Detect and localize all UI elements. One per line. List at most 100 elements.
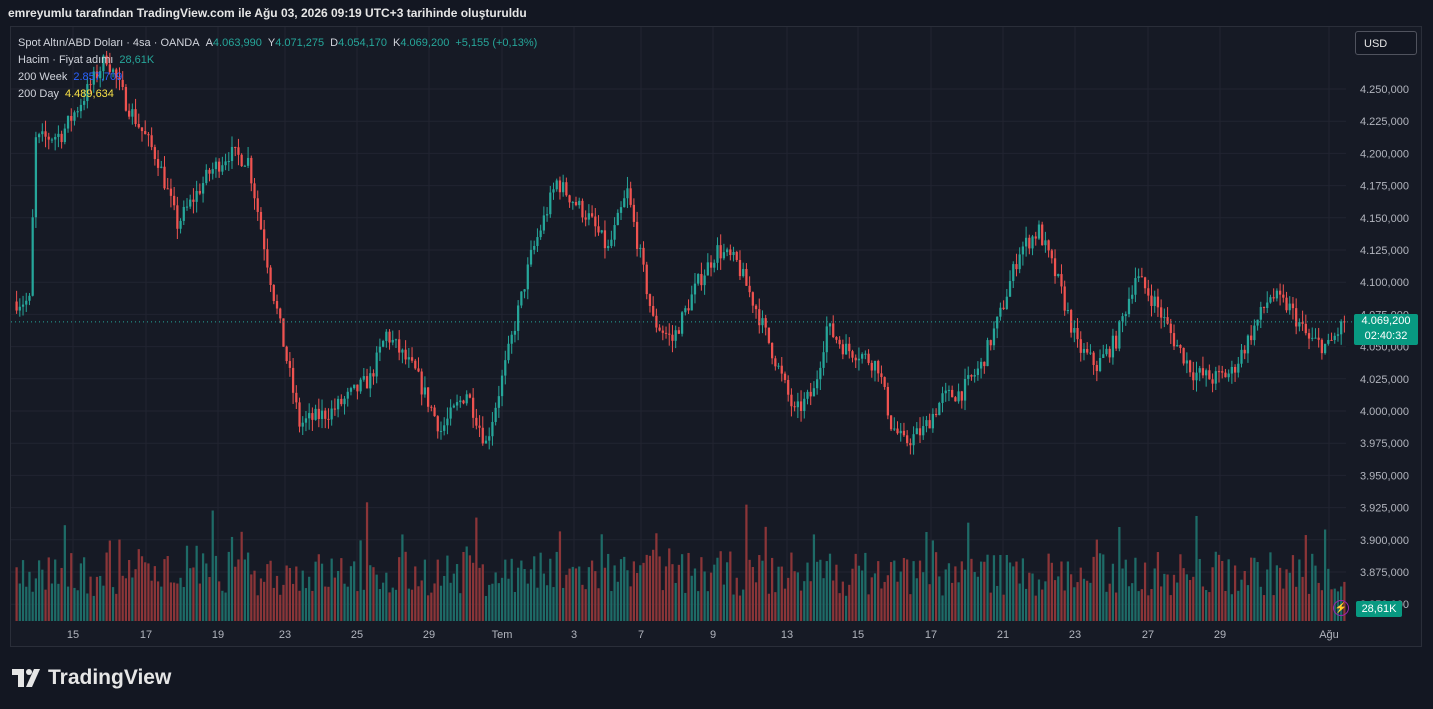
candle-body [507, 343, 510, 361]
currency-button[interactable]: USD [1355, 31, 1417, 55]
volume-bar [163, 559, 166, 621]
candle-body [86, 84, 89, 102]
candle-body [333, 408, 337, 410]
volume-bar [510, 558, 513, 621]
volume-bar [272, 587, 275, 621]
volume-bar [340, 558, 343, 621]
volume-row[interactable]: Hacim · Fiyat adımı 28,61K [18, 52, 537, 69]
candle-body [1063, 286, 1066, 311]
time-tick-label: 27 [1142, 629, 1154, 641]
volume-bar [201, 553, 205, 621]
candle-body [34, 137, 38, 218]
volume-bar [221, 590, 224, 621]
candle-body [266, 249, 269, 268]
volume-bar [275, 575, 279, 621]
candle-body [263, 229, 266, 250]
candle-body [626, 188, 629, 199]
candle-body [1111, 335, 1115, 358]
volume-bar [545, 585, 549, 621]
chart-frame[interactable] [10, 26, 1422, 647]
volume-bar [883, 581, 886, 621]
candle-body [327, 418, 330, 420]
volume-bar [346, 586, 349, 621]
lightning-icon[interactable]: ⚡ [1333, 600, 1349, 616]
candle-body [1102, 354, 1105, 358]
candle-body [214, 161, 218, 170]
volume-bar [1118, 527, 1121, 621]
candle-body [1044, 240, 1047, 246]
candle-body [883, 377, 886, 387]
volume-bar [867, 594, 870, 621]
candle-body [1217, 371, 1221, 373]
candle-body [1066, 309, 1070, 311]
candle-body [835, 337, 838, 340]
volume-bar [95, 576, 99, 621]
candle-body [745, 268, 748, 286]
volume-bar [285, 565, 288, 621]
candle-body [709, 262, 713, 268]
chart-caption: emreyumlu tarafından TradingView.com ile… [8, 6, 527, 20]
candle-body [816, 379, 819, 389]
volume-bar [706, 591, 709, 621]
candle-body [166, 188, 169, 190]
candle-body [510, 334, 513, 344]
volume-bar [426, 595, 430, 621]
candle-body [793, 406, 796, 408]
candle-body [1172, 333, 1176, 347]
candle-body [15, 301, 18, 311]
candle-body [764, 318, 767, 328]
candle-body [944, 390, 947, 394]
candle-body [54, 136, 57, 140]
symbol-label[interactable]: Spot Altın/ABD Doları · 4sa · OANDA [18, 37, 200, 49]
candle-body [304, 418, 308, 423]
candle-body [1182, 347, 1185, 364]
candle-body [388, 331, 391, 343]
volume-bar [1095, 539, 1098, 621]
candle-body [1024, 237, 1028, 247]
candle-body [809, 391, 812, 397]
candle-body [134, 109, 137, 124]
volume-bar [758, 555, 761, 621]
volume-bar [1153, 568, 1156, 621]
time-tick-label: 17 [925, 629, 937, 641]
candle-body [603, 230, 607, 249]
volume-bar [703, 571, 706, 621]
candle-body [562, 182, 565, 193]
volume-bar [57, 583, 60, 621]
candle-body [947, 389, 951, 391]
candle-body [414, 360, 417, 369]
volume-bar [198, 583, 201, 621]
volume-bar [915, 578, 918, 621]
ma-week-row[interactable]: 200 Week 2.857,709 [18, 69, 537, 86]
volume-bar [369, 565, 372, 621]
tradingview-logo[interactable]: TradingView [12, 666, 171, 690]
time-tick-label: 25 [351, 629, 363, 641]
volume-bar [250, 574, 253, 621]
candle-body [536, 237, 539, 246]
volume-bar [854, 553, 857, 621]
candle-body [1275, 290, 1279, 299]
volume-bar [192, 567, 195, 621]
volume-bar [979, 561, 983, 621]
volume-bar [54, 559, 57, 621]
volume-bar [1012, 566, 1015, 621]
volume-bar [44, 589, 47, 621]
time-tick-label: Tem [492, 629, 513, 641]
candle-body [867, 353, 870, 363]
volume-bar [735, 577, 738, 621]
volume-bar [443, 575, 446, 621]
candle-body [1176, 345, 1179, 347]
price-tick-label: 4.025,000 [1360, 374, 1409, 386]
volume-bar [156, 581, 160, 621]
price-tick-label: 4.200,000 [1360, 148, 1409, 160]
candle-body [790, 394, 793, 407]
volume-bar [873, 573, 877, 621]
volume-bar [513, 591, 517, 621]
volume-bar [1240, 579, 1243, 621]
volume-bar [76, 590, 79, 621]
high-label: Y [267, 37, 276, 49]
candle-body [1121, 316, 1124, 322]
ma-day-row[interactable]: 200 Day 4.489,634 [18, 86, 537, 103]
volume-bar [1147, 595, 1150, 621]
